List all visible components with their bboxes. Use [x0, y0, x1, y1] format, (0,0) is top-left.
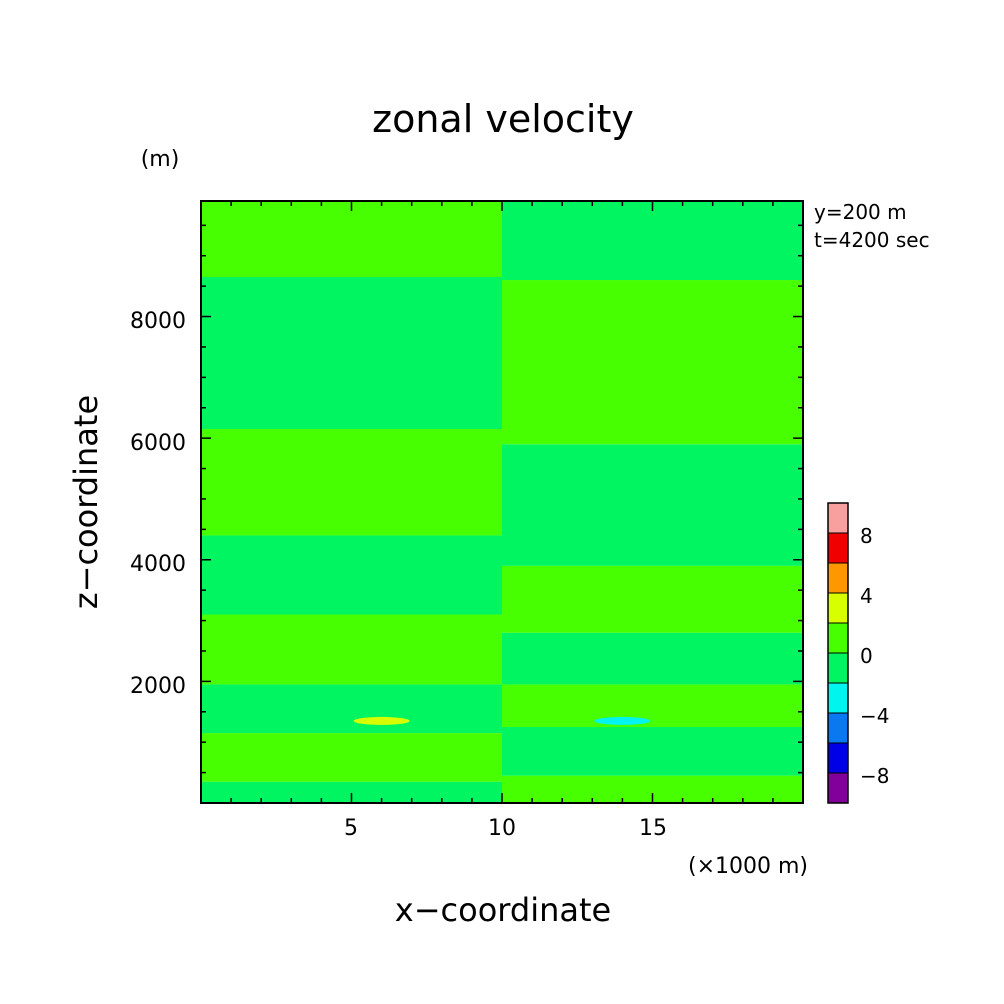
colorbar-swatch	[827, 622, 849, 654]
colorbar-swatch	[827, 682, 849, 714]
colorbar-swatch	[827, 532, 849, 564]
y-tick-label: 6000	[130, 431, 186, 456]
colorbar-swatch	[827, 562, 849, 594]
colorbar-tick-label: 0	[860, 644, 873, 668]
annotation-y: y=200 m	[814, 200, 907, 224]
contour-band-right	[502, 444, 803, 566]
contour-band-right	[502, 201, 803, 281]
annotation-t: t=4200 sec	[814, 228, 930, 252]
x-tick-label: 5	[344, 816, 358, 841]
contour-band-right	[502, 684, 803, 727]
contour-band-right	[502, 632, 803, 685]
contour-band-left	[201, 429, 502, 536]
contour-local-extreme	[594, 716, 651, 725]
colorbar-tick-label: 4	[860, 584, 873, 608]
contour-field	[201, 201, 803, 803]
contour-band-left	[201, 781, 502, 803]
contour-band-left	[201, 277, 502, 430]
x-tick-label: 15	[639, 816, 667, 841]
colorbar-swatch	[827, 742, 849, 774]
contour-band-left	[201, 614, 502, 685]
x-axis-units: (×1000 m)	[688, 854, 808, 879]
y-axis-units: (m)	[141, 147, 180, 172]
colorbar-frame	[827, 502, 849, 804]
x-tick-label: 10	[488, 816, 516, 841]
colorbar-tick-label: −8	[860, 764, 889, 788]
colorbar-swatch	[827, 502, 849, 534]
contour-band-right	[502, 565, 803, 633]
axis-ticks	[201, 201, 803, 803]
colorbar	[827, 502, 849, 804]
y-tick-label: 2000	[130, 674, 186, 699]
chart-title: zonal velocity	[372, 97, 634, 141]
contour-band-left	[201, 733, 502, 782]
contour-local-extreme	[353, 716, 410, 725]
contour-band-right	[502, 726, 803, 776]
colorbar-tick-label: 8	[860, 524, 873, 548]
contour-band-right	[502, 280, 803, 445]
y-axis-label: z−coordinate	[67, 395, 105, 609]
x-axis-label: x−coordinate	[395, 891, 611, 929]
y-tick-label: 4000	[130, 552, 186, 577]
colorbar-swatch	[827, 712, 849, 744]
contour-band-left	[201, 535, 502, 615]
colorbar-swatch	[827, 592, 849, 624]
contour-band-left	[201, 684, 502, 734]
colorbar-swatch	[827, 772, 849, 804]
colorbar-tick-label: −4	[860, 704, 889, 728]
contour-band-left	[201, 201, 502, 278]
colorbar-swatch	[827, 652, 849, 684]
y-tick-label: 8000	[130, 309, 186, 334]
